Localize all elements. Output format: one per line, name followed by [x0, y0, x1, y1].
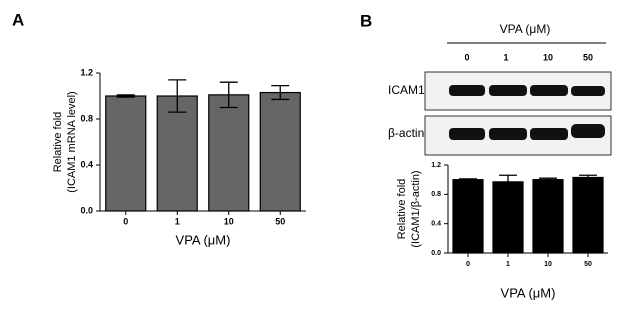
band: [449, 85, 485, 96]
panel-label: A: [12, 10, 24, 29]
lane-label: 0: [464, 52, 469, 62]
band: [571, 86, 605, 96]
band: [530, 85, 568, 96]
error-bar: [459, 178, 477, 182]
blot-row-label: ICAM1: [388, 83, 425, 97]
x-tick-label: 0: [123, 216, 128, 226]
y-tick-label: 0.8: [80, 113, 93, 123]
bands: [449, 85, 605, 140]
error-bar: [579, 174, 597, 181]
bar: [572, 176, 604, 254]
x-tick-label: 50: [584, 261, 592, 268]
error-bar: [116, 94, 135, 98]
x-axis-label: VPA (μM): [176, 232, 231, 247]
y-tick-label: 0.4: [431, 221, 441, 228]
band: [489, 128, 527, 140]
y-tick-label: 0.4: [80, 159, 93, 169]
bar: [492, 181, 524, 254]
x-tick-label: 50: [275, 216, 285, 226]
y-tick-label: 0.0: [80, 205, 93, 215]
bar: [259, 91, 301, 212]
y-tick-label: 1.2: [80, 67, 93, 77]
lane-label: 50: [583, 52, 593, 62]
y-axis-label: (ICAM1 mRNA level): [66, 91, 78, 192]
band: [571, 124, 605, 138]
blot-row-label: β-actin: [388, 126, 424, 140]
blot-header: VPA (μM): [500, 22, 551, 36]
lane-label: 1: [503, 52, 508, 62]
x-tick-label: 10: [224, 216, 234, 226]
bar: [452, 179, 484, 254]
error-bar: [499, 174, 517, 190]
band: [530, 128, 568, 140]
error-bar: [539, 177, 557, 182]
x-tick-label: 10: [544, 261, 552, 268]
x-axis-label: VPA (μM): [501, 285, 556, 300]
bar: [532, 179, 564, 254]
band: [489, 85, 527, 96]
y-axis-label: Relative fold: [396, 179, 408, 240]
x-tick-label: 0: [466, 261, 470, 268]
lane-label: 10: [543, 52, 553, 62]
bar: [156, 95, 198, 212]
error-bar: [168, 79, 187, 113]
panel-label: B: [360, 11, 372, 30]
bar: [105, 95, 147, 212]
x-tick-label: 1: [506, 261, 510, 268]
bar: [208, 94, 250, 212]
band: [449, 128, 485, 140]
y-axis-label: (ICAM1/β-actin): [410, 170, 422, 247]
y-tick-label: 0.8: [431, 191, 441, 198]
y-tick-label: 1.2: [431, 162, 441, 169]
y-axis-label: Relative fold: [52, 112, 64, 173]
error-bar: [271, 85, 290, 101]
error-bar: [219, 81, 238, 109]
y-tick-label: 0.0: [431, 250, 441, 257]
x-tick-label: 1: [175, 216, 180, 226]
